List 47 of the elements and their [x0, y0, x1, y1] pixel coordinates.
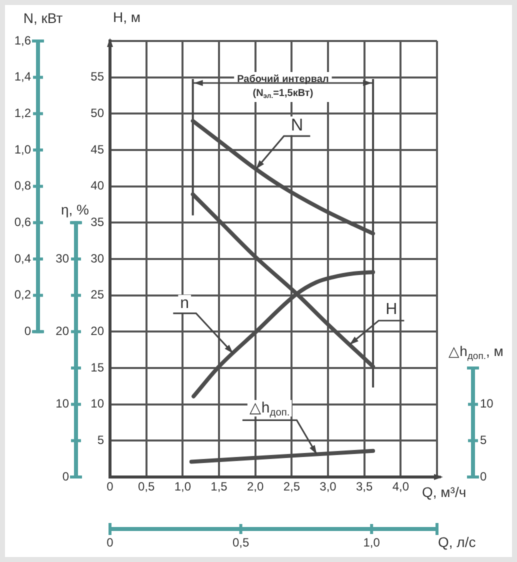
- y-tick-label: 35: [90, 214, 104, 229]
- y2-tick-label: 0,8: [14, 178, 32, 193]
- y-tick-label: 20: [90, 324, 104, 338]
- y2-tick-label: 0,4: [14, 251, 32, 266]
- y2-tick-label: 1,0: [14, 142, 32, 156]
- x-tick-label: 4,0: [392, 480, 410, 494]
- x2-tick-label: 1,0: [363, 535, 380, 550]
- y-tick-label: 45: [90, 142, 104, 156]
- y3-tick-label: 0: [62, 469, 70, 484]
- y2-tick-label: 1,2: [14, 106, 32, 120]
- y3-tick-label: 10: [56, 396, 70, 411]
- x-tick-label: 3,5: [356, 480, 373, 494]
- text: n: [180, 295, 190, 312]
- x2-axis-title: Q, л/с: [438, 534, 476, 550]
- y3-tick-label: 30: [56, 251, 70, 266]
- y-tick-label: 10: [90, 396, 104, 411]
- text: 10: [480, 396, 494, 411]
- y-tick-label: 15: [90, 360, 104, 374]
- y-tick-label: 30: [90, 251, 104, 266]
- x-tick-label: 0: [106, 480, 114, 494]
- x-tick-label: 2,5: [283, 480, 300, 494]
- x-tick-label: 0,5: [138, 480, 155, 494]
- y2-tick-label: 0,6: [14, 214, 32, 229]
- text: 0: [480, 469, 487, 484]
- y-tick-label: 25: [90, 288, 104, 302]
- x-tick-label: 1,0: [174, 480, 192, 494]
- y2-axis-title: N, кВт: [23, 10, 64, 26]
- y3-tick-label: 20: [56, 324, 70, 338]
- x-tick-label: 3,0: [320, 480, 337, 494]
- y2-tick-label: 0,2: [14, 288, 32, 302]
- y2-tick-label: 1,4: [14, 70, 32, 84]
- y-tick-label: 50: [90, 106, 104, 120]
- y-tick-label: 5: [97, 432, 104, 447]
- y2-tick-label: 0: [24, 324, 32, 338]
- text: H: [386, 300, 398, 318]
- y-tick-label: 55: [90, 70, 104, 84]
- text: 5: [480, 432, 487, 447]
- x-tick-label: 1,5: [210, 480, 228, 494]
- y-tick-label: 40: [90, 178, 104, 193]
- text: N: [290, 116, 304, 135]
- y3-axis-title: η, %: [60, 202, 90, 218]
- y2-tick-label: 1,6: [14, 33, 32, 48]
- y-axis-title: H, м: [113, 8, 141, 25]
- x-axis-title: Q, м³/ч: [422, 484, 466, 500]
- x2-tick-label: 0: [106, 535, 114, 550]
- x-tick-label: 2,0: [246, 480, 264, 494]
- x2-tick-label: 0,5: [232, 535, 250, 550]
